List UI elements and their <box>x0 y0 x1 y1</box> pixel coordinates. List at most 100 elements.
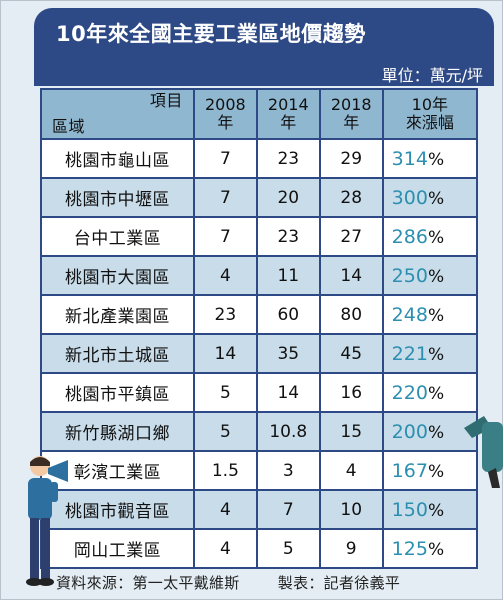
growth-value: 220 <box>391 381 428 404</box>
table-row: 桃園市大園區 4 11 14 250% <box>40 255 479 296</box>
value-2008-cell: 4 <box>192 528 258 569</box>
value-2014-cell: 3 <box>255 450 321 491</box>
credit-text: 製表：記者徐義平 <box>277 574 401 592</box>
growth-value: 300 <box>391 186 428 209</box>
value-2018-cell: 4 <box>318 450 384 491</box>
region-cell: 桃園市龜山區 <box>40 138 195 179</box>
growth-cell: 220% <box>381 372 479 413</box>
person-hair <box>30 457 50 466</box>
person-body <box>28 478 52 520</box>
land-price-table: 項目 區域 2008 年 2014 年 2018 年 10年 來漲幅 桃園市龜山區 7 23… <box>40 88 479 569</box>
growth-value: 200 <box>391 420 428 443</box>
value-2008-cell: 1.5 <box>192 450 258 491</box>
chart-title: 10年來全國主要工業區地價趨勢 <box>56 22 366 46</box>
header-item-label: 項目 <box>149 91 183 110</box>
table-row: 新北產業園區 23 60 80 248% <box>40 294 479 335</box>
growth-cell: 248% <box>381 294 479 335</box>
header-region-label: 區域 <box>52 117 86 136</box>
region-cell: 台中工業區 <box>40 216 195 257</box>
table-body: 桃園市龜山區 7 23 29 314% 桃園市中壢區 7 20 28 300% 台中工業區 7 23 27… <box>40 138 479 569</box>
unit-bar <box>34 56 494 86</box>
person-shoe-right <box>38 578 54 586</box>
growth-cell: 150% <box>381 489 479 530</box>
region-cell: 新竹縣湖口鄉 <box>40 411 195 452</box>
value-2014-cell: 23 <box>255 138 321 179</box>
value-2008-cell: 5 <box>192 411 258 452</box>
value-2018-cell: 9 <box>318 528 384 569</box>
table-row: 台中工業區 7 23 27 286% <box>40 216 479 257</box>
person-pointing-illustration <box>464 416 503 488</box>
table-row: 新竹縣湖口鄉 5 10.8 15 200% <box>40 411 479 452</box>
growth-value: 248 <box>391 303 428 326</box>
region-cell: 桃園市中壢區 <box>40 177 195 218</box>
table-header-row: 項目 區域 2008 年 2014 年 2018 年 10年 來漲幅 <box>40 88 479 140</box>
region-cell: 岡山工業區 <box>40 528 195 569</box>
value-2014-cell: 20 <box>255 177 321 218</box>
table-row: 桃園市中壢區 7 20 28 300% <box>40 177 479 218</box>
value-2018-cell: 16 <box>318 372 384 413</box>
value-2018-cell: 45 <box>318 333 384 374</box>
unit-label: 單位：萬元/坪 <box>381 66 483 85</box>
value-2014-cell: 60 <box>255 294 321 335</box>
header-growth: 10年 來漲幅 <box>381 88 479 140</box>
value-2008-cell: 7 <box>192 216 258 257</box>
value-2014-cell: 5 <box>255 528 321 569</box>
megaphone-icon <box>48 460 68 482</box>
region-cell: 桃園市平鎮區 <box>40 372 195 413</box>
header-2008: 2008 年 <box>192 88 258 140</box>
percent-sign: % <box>427 149 445 170</box>
growth-value: 167 <box>391 459 428 482</box>
table-row: 彰濱工業區 1.5 3 4 167% <box>40 450 479 491</box>
person-leg-right-figure <box>488 468 500 488</box>
header-2018: 2018 年 <box>318 88 384 140</box>
percent-sign: % <box>427 539 445 560</box>
value-2014-cell: 14 <box>255 372 321 413</box>
value-2008-cell: 4 <box>192 489 258 530</box>
value-2014-cell: 10.8 <box>255 411 321 452</box>
person-leg-right <box>41 518 50 580</box>
value-2018-cell: 10 <box>318 489 384 530</box>
value-2018-cell: 14 <box>318 255 384 296</box>
table-row: 新北市土城區 14 35 45 221% <box>40 333 479 374</box>
percent-sign: % <box>427 305 445 326</box>
growth-value: 286 <box>391 225 428 248</box>
value-2018-cell: 15 <box>318 411 384 452</box>
percent-sign: % <box>427 344 445 365</box>
person-megaphone-illustration <box>26 456 68 586</box>
value-2008-cell: 14 <box>192 333 258 374</box>
growth-cell: 300% <box>381 177 479 218</box>
value-2014-cell: 11 <box>255 255 321 296</box>
growth-cell: 286% <box>381 216 479 257</box>
value-2008-cell: 7 <box>192 177 258 218</box>
percent-sign: % <box>427 500 445 521</box>
table-row: 岡山工業區 4 5 9 125% <box>40 528 479 569</box>
header-item-region: 項目 區域 <box>40 88 195 140</box>
source-text: 資料來源：第一太平戴維斯 <box>56 574 240 592</box>
value-2008-cell: 23 <box>192 294 258 335</box>
growth-cell: 250% <box>381 255 479 296</box>
percent-sign: % <box>427 188 445 209</box>
person-leg-left <box>30 518 39 580</box>
percent-sign: % <box>427 227 445 248</box>
growth-value: 221 <box>391 342 428 365</box>
growth-value: 125 <box>391 537 428 560</box>
value-2018-cell: 80 <box>318 294 384 335</box>
growth-cell: 125% <box>381 528 479 569</box>
region-cell: 新北產業園區 <box>40 294 195 335</box>
growth-cell: 314% <box>381 138 479 179</box>
value-2008-cell: 5 <box>192 372 258 413</box>
footer: 資料來源：第一太平戴維斯 製表：記者徐義平 <box>56 572 400 593</box>
person-arm <box>50 482 58 502</box>
value-2014-cell: 7 <box>255 489 321 530</box>
value-2014-cell: 35 <box>255 333 321 374</box>
value-2018-cell: 28 <box>318 177 384 218</box>
region-cell: 桃園市大園區 <box>40 255 195 296</box>
title-bar <box>34 8 494 64</box>
percent-sign: % <box>427 383 445 404</box>
table-row: 桃園市平鎮區 5 14 16 220% <box>40 372 479 413</box>
person-shoe-left <box>26 578 42 586</box>
growth-value: 250 <box>391 264 428 287</box>
person-body-right <box>482 422 503 472</box>
value-2008-cell: 7 <box>192 138 258 179</box>
percent-sign: % <box>427 422 445 443</box>
